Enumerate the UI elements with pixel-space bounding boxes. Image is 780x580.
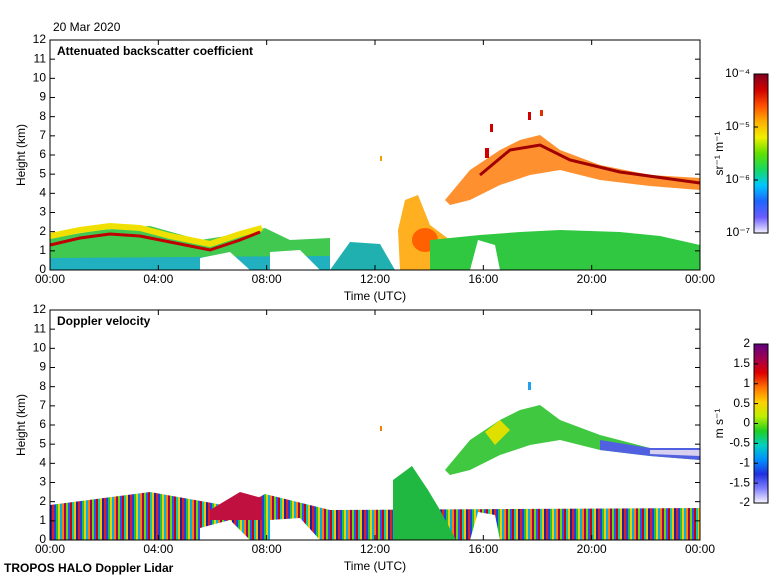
colorbar-tick-label: -2: [739, 495, 750, 509]
panel-title: Doppler velocity: [57, 314, 151, 328]
x-tick-label: 08:00: [252, 272, 282, 286]
y-tick-label: 12: [33, 32, 47, 46]
colorbar-tick-label: -0.5: [729, 436, 750, 450]
colorbar-tick-label: -1: [739, 455, 750, 469]
x-tick-label: 12:00: [360, 542, 390, 556]
x-tick-label: 16:00: [468, 542, 498, 556]
x-axis-label: Time (UTC): [344, 289, 406, 303]
colorbar-tick-label: 10⁻⁶: [725, 172, 750, 186]
y-tick-label: 8: [39, 379, 46, 393]
footer: TROPOS HALO Doppler Lidar: [4, 561, 174, 575]
y-tick-label: 2: [39, 494, 46, 508]
y-tick-label: 6: [39, 147, 46, 161]
y-tick-label: 4: [39, 456, 46, 470]
colorbar-tick-label: -1.5: [729, 475, 750, 489]
x-tick-label: 20:00: [577, 272, 607, 286]
colorbar-tick-label: 0: [743, 416, 750, 430]
x-tick-label: 00:00: [35, 272, 65, 286]
x-axis-label: Time (UTC): [344, 559, 406, 573]
x-tick-label: 00:00: [685, 542, 715, 556]
velocity-field: [50, 382, 700, 540]
backscatter-field: [50, 110, 700, 270]
y-tick-label: 7: [39, 128, 46, 142]
y-tick-label: 1: [39, 243, 46, 257]
y-tick-label: 8: [39, 109, 46, 123]
colorbar-tick-label: 10⁻⁷: [726, 225, 750, 239]
y-axis-label: Height (km): [14, 394, 28, 456]
colorbar-tick-label: 10⁻⁵: [725, 119, 750, 133]
y-tick-label: 0: [39, 532, 46, 546]
y-axis-label: Height (km): [14, 124, 28, 186]
y-tick-label: 5: [39, 166, 46, 180]
y-tick-label: 3: [39, 205, 46, 219]
y-tick-label: 7: [39, 398, 46, 412]
colorbar-label: sr⁻¹ m⁻¹: [712, 132, 726, 176]
y-tick-label: 6: [39, 417, 46, 431]
colorbar-tick-label: 0.5: [733, 396, 750, 410]
x-tick-label: 00:00: [685, 272, 715, 286]
y-tick-label: 11: [34, 321, 47, 335]
colorbar-tick-label: 1: [743, 376, 750, 390]
panel-title: Attenuated backscatter coefficient: [57, 44, 253, 58]
colorbar-tick-label: 10⁻⁴: [725, 66, 750, 80]
x-tick-label: 08:00: [252, 542, 282, 556]
y-tick-label: 0: [39, 262, 46, 276]
x-tick-label: 04:00: [143, 272, 173, 286]
y-tick-label: 10: [33, 341, 47, 355]
y-tick-label: 11: [34, 51, 47, 65]
x-tick-label: 12:00: [360, 272, 390, 286]
y-tick-label: 10: [33, 71, 47, 85]
y-tick-label: 1: [39, 513, 46, 527]
colorbar-label: m s⁻¹: [712, 409, 726, 439]
date: 20 Mar 2020: [53, 20, 121, 34]
colorbar: [753, 73, 769, 234]
y-tick-label: 3: [39, 475, 46, 489]
y-tick-label: 12: [33, 302, 47, 316]
y-tick-label: 9: [39, 360, 46, 374]
x-tick-label: 00:00: [35, 542, 65, 556]
x-tick-label: 20:00: [577, 542, 607, 556]
x-tick-label: 16:00: [468, 272, 498, 286]
colorbar-tick-label: 2: [743, 336, 750, 350]
y-tick-label: 2: [39, 224, 46, 238]
y-tick-label: 4: [39, 186, 46, 200]
y-tick-label: 5: [39, 436, 46, 450]
y-tick-label: 9: [39, 90, 46, 104]
x-tick-label: 04:00: [143, 542, 173, 556]
colorbar-tick-label: 1.5: [733, 356, 750, 370]
